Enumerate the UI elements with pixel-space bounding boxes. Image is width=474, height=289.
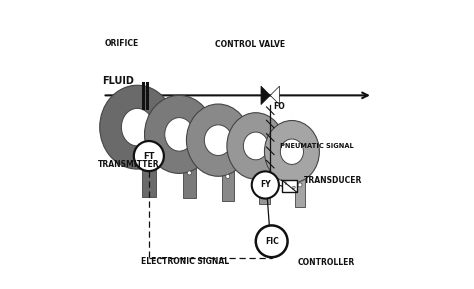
Circle shape [187,171,191,175]
Circle shape [298,183,302,187]
Circle shape [256,225,288,257]
Bar [222,159,234,201]
Circle shape [134,141,164,171]
Polygon shape [270,86,280,105]
Text: FO: FO [273,102,285,112]
Ellipse shape [264,121,319,183]
Ellipse shape [165,118,194,151]
Ellipse shape [204,125,232,155]
Ellipse shape [243,132,268,160]
Circle shape [147,166,151,171]
Polygon shape [261,86,270,105]
Text: PNEUMATIC SIGNAL: PNEUMATIC SIGNAL [280,143,354,149]
Ellipse shape [145,95,214,173]
Text: ORIFICE: ORIFICE [104,39,138,48]
Text: FT: FT [143,151,155,161]
Text: TRANSDUCER: TRANSDUCER [303,176,362,185]
Text: P: P [292,186,295,191]
Text: ELECTRONIC SIGNAL: ELECTRONIC SIGNAL [141,257,229,266]
Text: FLUID: FLUID [102,76,134,86]
Ellipse shape [280,139,303,164]
Text: FY: FY [260,180,271,190]
Text: TRANSMITTER: TRANSMITTER [98,160,159,169]
Ellipse shape [186,104,250,176]
Ellipse shape [100,85,175,169]
Text: CONTROL VALVE: CONTROL VALVE [215,40,285,49]
Text: I: I [284,181,286,186]
Circle shape [226,175,230,179]
Bar [295,171,305,207]
Ellipse shape [121,108,153,146]
Bar [259,165,270,204]
Bar [282,180,297,192]
Bar [183,153,196,198]
Text: FIC: FIC [265,237,279,246]
Bar [142,147,156,197]
Ellipse shape [227,113,285,179]
Circle shape [252,171,279,199]
Circle shape [263,179,266,183]
Text: CONTROLLER: CONTROLLER [298,258,355,268]
